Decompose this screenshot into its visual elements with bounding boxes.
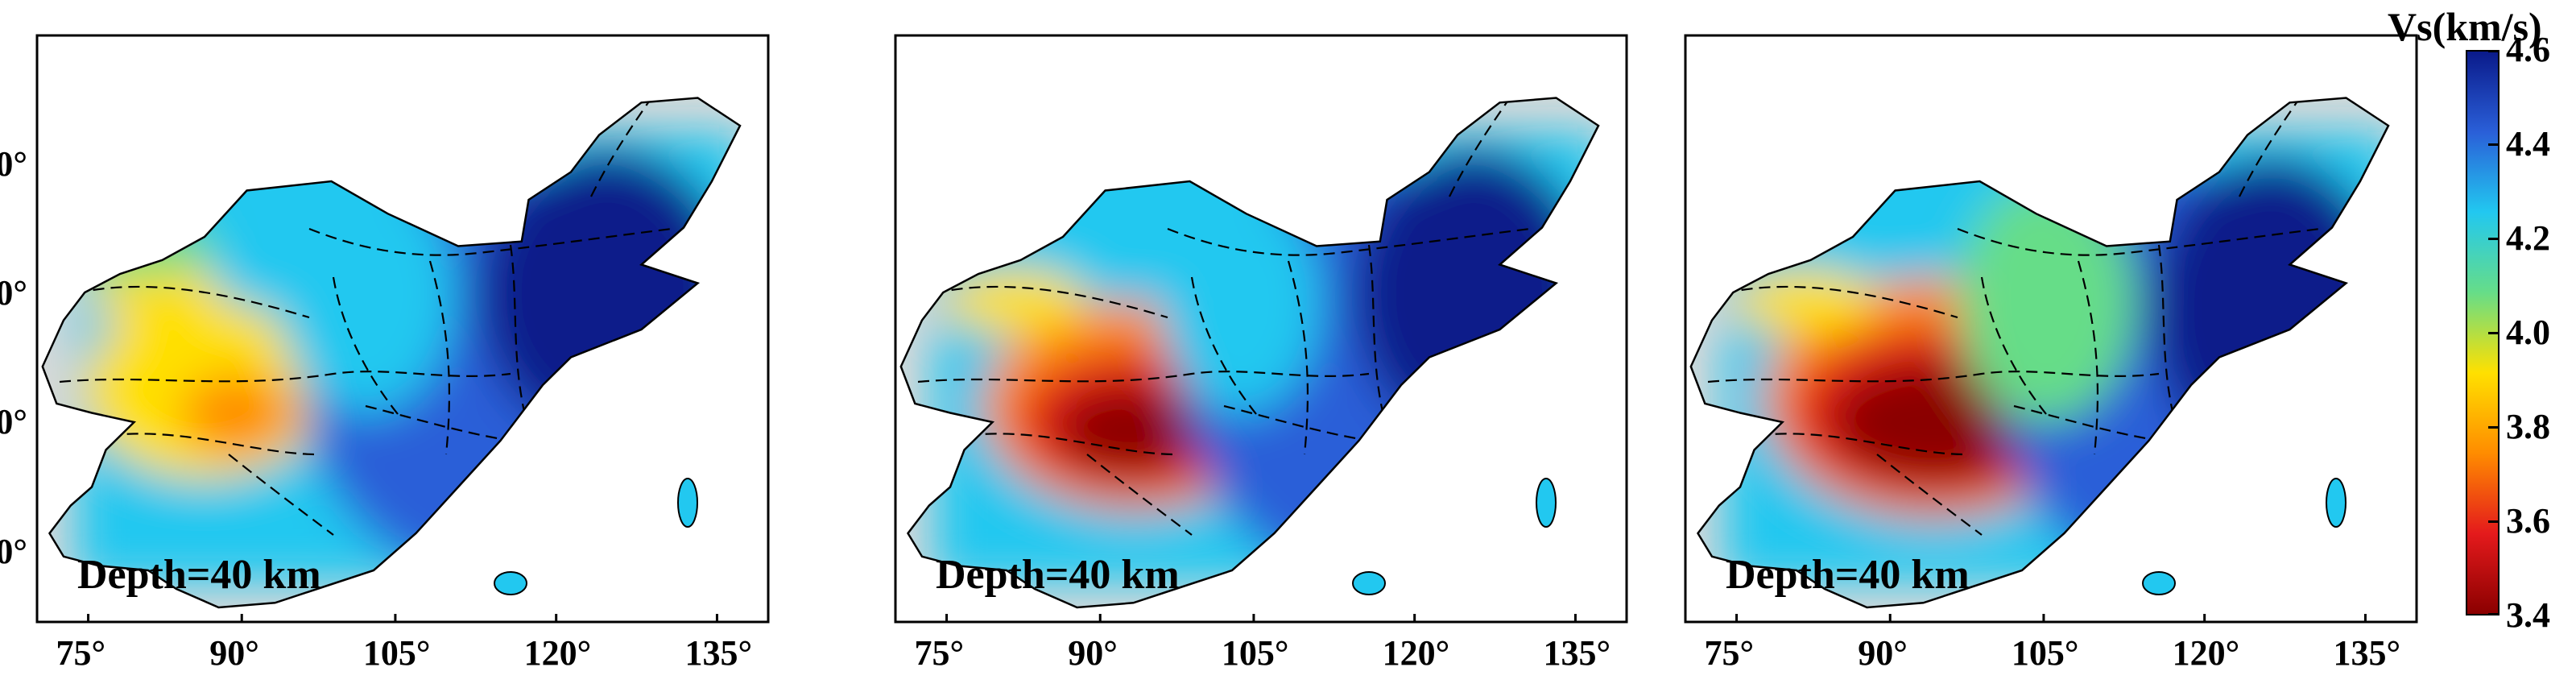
map-frame — [35, 34, 770, 624]
map-panel-3: Depth=40 km 75° 90° 105° 120° 135° — [1676, 34, 2426, 671]
tectonic-boundary — [91, 433, 318, 456]
tectonic-boundary — [917, 371, 1370, 383]
lat-tick-label: 20° — [0, 531, 27, 571]
country-outline — [1689, 97, 2390, 609]
country-outline — [899, 97, 1600, 609]
island — [1352, 571, 1386, 595]
island — [2142, 571, 2176, 595]
colorbar-tick-mark — [2488, 426, 2500, 429]
velocity-blob — [92, 261, 221, 325]
tectonic-boundary — [75, 285, 310, 319]
lat-tick-label: 50° — [0, 144, 27, 184]
colorbar-tick-label: 4.6 — [2506, 30, 2550, 69]
country-outline — [41, 97, 742, 609]
lon-tick-label: 135° — [1543, 633, 1611, 673]
lon-tick-label: 90° — [209, 633, 259, 673]
tectonic-boundary — [1957, 227, 2321, 256]
lon-tick-label: 120° — [523, 633, 592, 673]
depth-label: Depth=40 km — [1726, 552, 1970, 598]
colorbar-tick-label: 3.4 — [2506, 595, 2550, 635]
tectonic-boundary — [1707, 371, 2160, 383]
lon-tick-label: 105° — [2011, 633, 2079, 673]
colorbar-tick-label: 3.8 — [2506, 407, 2550, 446]
lon-tick-label: 75° — [914, 633, 965, 673]
colorbar-tick-mark — [2488, 332, 2500, 334]
velocity-blob — [1160, 189, 1321, 414]
lon-tick-label: 135° — [684, 633, 753, 673]
tectonic-boundary — [428, 260, 451, 455]
tectonic-boundary — [1739, 433, 1966, 456]
tectonic-boundary — [332, 276, 399, 415]
colorbar-tick-mark — [2488, 50, 2500, 52]
island — [1536, 478, 1557, 528]
tectonic-boundary — [1190, 276, 1257, 415]
colorbar-tick-label: 4.0 — [2506, 313, 2550, 352]
colorbar-tick-mark — [2488, 143, 2500, 146]
velocity-blob — [277, 172, 454, 414]
colorbar-tick-mark — [2488, 613, 2500, 615]
tectonic-boundary — [2077, 260, 2099, 455]
colorbar-title: Vs(km/s) — [2388, 4, 2542, 49]
depth-label: Depth=40 km — [936, 552, 1180, 598]
lon-tick-label: 75° — [56, 633, 106, 673]
colorbar-tick-label: 4.2 — [2506, 218, 2550, 258]
map-panel-1: Depth=40 km 75° 90° 105° 120° 135° 20° 30° 40° 50… — [0, 34, 778, 671]
tectonic-boundary — [1723, 285, 1958, 319]
tectonic-boundary — [1980, 276, 2047, 415]
map-panel-2: Depth=40 km 75° 90° 105° 120° 135° — [886, 34, 1636, 671]
lon-tick-label: 75° — [1704, 633, 1755, 673]
lon-tick-label: 120° — [2172, 633, 2240, 673]
depth-label: Depth=40 km — [77, 552, 321, 598]
colorbar-tick-mark — [2488, 238, 2500, 240]
tectonic-boundary — [2157, 244, 2177, 423]
lon-tick-label: 90° — [1858, 633, 1908, 673]
map-frame — [894, 34, 1628, 624]
island — [2326, 478, 2347, 528]
tectonic-boundary — [949, 433, 1176, 456]
lon-tick-label: 120° — [1382, 633, 1450, 673]
lon-tick-label: 135° — [2333, 633, 2401, 673]
velocity-blob — [1055, 386, 1200, 475]
tectonic-boundary — [59, 371, 511, 383]
tectonic-boundary — [308, 227, 672, 256]
velocity-blob — [1958, 180, 2135, 422]
island — [677, 478, 698, 528]
colorbar-tick-label: 3.6 — [2506, 501, 2550, 541]
island — [494, 571, 527, 595]
colorbar-tick-mark — [2488, 520, 2500, 523]
velocity-blob — [1732, 269, 1877, 334]
lat-tick-label: 40° — [0, 273, 27, 313]
tectonic-boundary — [1167, 227, 1531, 256]
tectonic-boundary — [1287, 260, 1309, 455]
velocity-blob — [180, 374, 293, 454]
velocity-blob — [942, 269, 1087, 334]
lat-tick-label: 30° — [0, 402, 27, 442]
colorbar-tick-label: 4.4 — [2506, 124, 2550, 164]
tectonic-boundary — [933, 285, 1168, 319]
velocity-blob — [1829, 362, 2038, 483]
lon-tick-label: 90° — [1068, 633, 1118, 673]
tectonic-boundary — [509, 244, 528, 423]
map-frame — [1684, 34, 2418, 624]
tectonic-boundary — [1367, 244, 1387, 423]
lon-tick-label: 105° — [362, 633, 431, 673]
lon-tick-label: 105° — [1221, 633, 1289, 673]
